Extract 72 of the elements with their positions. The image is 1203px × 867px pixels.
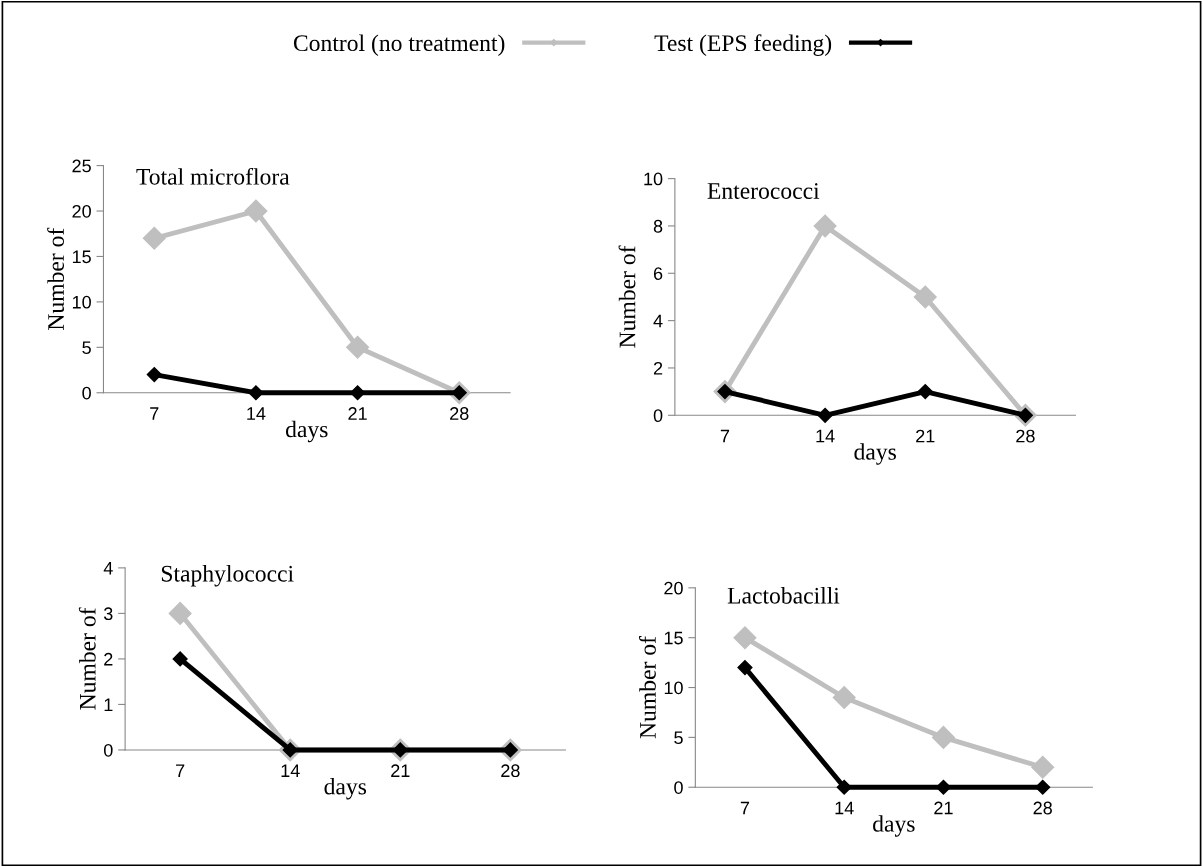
y-axis-title: Number of	[639, 636, 656, 739]
point	[142, 226, 166, 250]
x-tick-label: 7	[176, 764, 185, 777]
y-tick-label: 20	[664, 581, 683, 595]
x-tick-label: 21	[916, 429, 935, 443]
legend-label: Test (EPS feeding)	[654, 34, 832, 56]
point	[172, 651, 188, 667]
y-axis-title: Number of	[47, 227, 64, 330]
y-tick-label: 10	[644, 172, 663, 186]
chart-title: Total microflora	[136, 167, 290, 185]
chart-title: Staphylococci	[161, 565, 294, 587]
point	[832, 686, 856, 709]
y-tick-label: 0	[82, 386, 91, 400]
point	[737, 660, 753, 676]
x-tick-label: 14	[835, 801, 854, 815]
y-tick-label: 0	[674, 781, 683, 794]
y-tick-label: 15	[72, 250, 91, 264]
x-tick-label: 28	[501, 764, 520, 778]
point	[1031, 755, 1055, 779]
x-tick-label: 14	[247, 407, 266, 420]
chart-title: Lactobacilli	[727, 587, 840, 604]
x-tick-label: 14	[281, 764, 300, 777]
y-tick-label: 0	[103, 743, 113, 757]
point	[733, 626, 757, 650]
y-axis-title: Number of	[78, 607, 96, 710]
y-tick-label: 4	[653, 314, 663, 328]
point	[917, 384, 933, 400]
point	[248, 385, 264, 401]
point	[346, 335, 370, 359]
x-tick-label: 28	[1016, 429, 1035, 443]
x-tick-label: 21	[348, 407, 367, 420]
x-axis-title: days	[873, 815, 915, 837]
y-tick-label: 5	[82, 341, 91, 355]
x-axis-title: days	[285, 420, 328, 443]
y-tick-label: 25	[72, 159, 91, 173]
x-tick-label: 21	[934, 801, 953, 815]
y-tick-label: 6	[653, 267, 663, 280]
y-tick-label: 20	[72, 204, 91, 218]
y-tick-label: 4	[103, 562, 113, 575]
point	[168, 601, 192, 625]
point	[913, 285, 937, 309]
y-tick-label: 2	[653, 361, 663, 375]
x-axis-title: days	[324, 777, 367, 800]
x-tick-label: 21	[391, 764, 410, 777]
y-tick-label: 1	[104, 698, 113, 711]
y-tick-label: 3	[103, 607, 113, 621]
point	[146, 367, 162, 383]
y-tick-label: 15	[664, 631, 683, 645]
y-tick-label: 8	[653, 219, 663, 233]
y-tick-label: 10	[72, 295, 91, 309]
x-tick-label: 14	[816, 429, 835, 443]
chart-title: Enterococci	[707, 183, 820, 199]
point	[931, 725, 955, 749]
x-axis-title: days	[854, 443, 896, 465]
point	[935, 779, 952, 795]
point	[244, 199, 268, 223]
y-tick-label: 10	[664, 681, 683, 695]
point	[350, 385, 366, 401]
point	[836, 779, 852, 795]
legend-label: Control (no treatment)	[293, 34, 505, 56]
point	[817, 407, 833, 423]
x-tick-label: 7	[150, 407, 159, 420]
x-tick-label: 28	[450, 407, 469, 420]
y-tick-label: 0	[653, 409, 663, 423]
x-tick-label: 7	[740, 801, 750, 815]
y-axis-title: Number of	[618, 245, 636, 348]
point	[1035, 779, 1051, 795]
x-tick-label: 28	[1033, 801, 1052, 815]
y-tick-label: 2	[104, 652, 113, 666]
x-tick-label: 7	[720, 429, 730, 443]
point	[813, 214, 837, 238]
y-tick-label: 5	[674, 731, 683, 745]
